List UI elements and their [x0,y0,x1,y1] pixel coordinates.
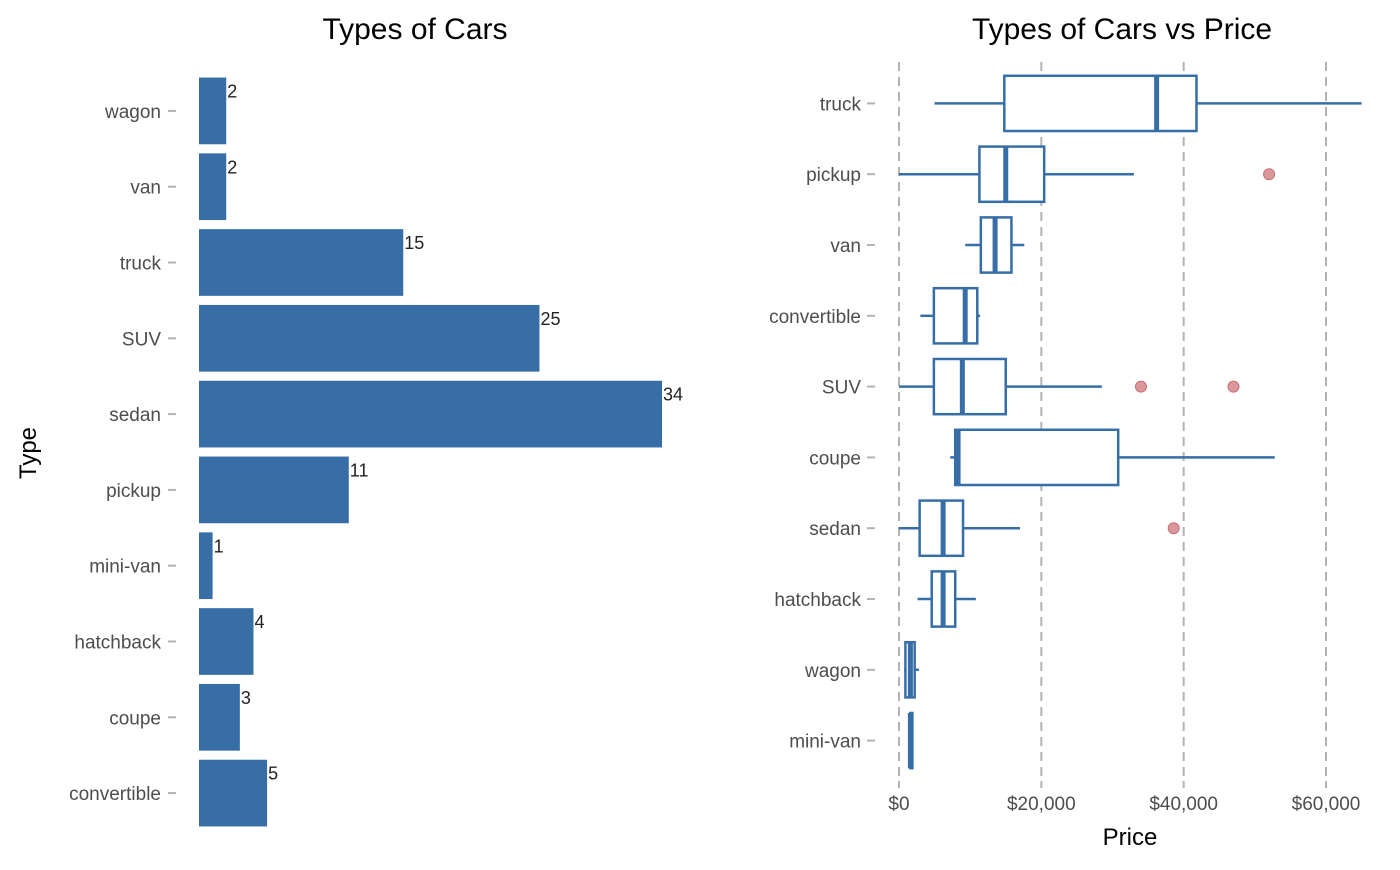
box-iqr-coupe [953,428,1120,487]
bar-chart-bars [199,77,662,827]
bar-y-tick-label-van: van [130,178,161,199]
box-y-tick-label-coupe: coupe [809,448,861,469]
outlier-pickup-0 [1263,168,1276,181]
box-y-tick-label-wagon: wagon [804,661,861,682]
outlier-suv-1 [1227,380,1240,393]
bar-y-tick-label-sedan: sedan [109,405,161,426]
boxplot-panel: Types of Cars vs Price truck pickup van con… [769,13,1362,851]
bar-sedan [199,380,662,448]
bar-coupe [199,683,240,751]
boxplot-y-ticks: truck pickup van convertible SUV coupe sedan ha… [769,94,875,753]
bar-chart-y-axis-title: Type [15,427,42,479]
x-tick-label-1: $20,000 [1007,794,1076,815]
box-pickup [899,145,1276,204]
box-mini-van [907,711,914,770]
bar-y-tick-label-mini-van: mini-van [89,557,161,578]
box-coupe [950,428,1275,487]
outlier-suv-0 [1134,380,1147,393]
bar-suv [199,304,540,372]
bar-data-label-mini-van: 1 [214,536,224,556]
bar-hatchback [199,608,254,675]
box-y-tick-label-truck: truck [820,94,862,115]
box-iqr-truck [1003,74,1198,133]
x-tick-label-3: $60,000 [1292,794,1361,815]
box-sedan [899,499,1180,558]
bar-data-label-van: 2 [227,157,237,177]
bar-y-tick-label-hatchback: hatchback [74,633,161,654]
bar-chart-title: Types of Cars [322,13,507,46]
bar-chart-panel: Types of Cars Type wagon van truck SUV sedan… [15,13,683,827]
x-tick-label-0: $0 [888,794,909,815]
bar-data-label-sedan: 34 [663,385,683,405]
bar-y-tick-label-truck: truck [120,254,162,275]
box-y-tick-label-suv: SUV [822,378,861,399]
box-iqr-pickup [978,145,1046,204]
box-y-tick-label-convertible: convertible [769,307,861,328]
boxplot-title: Types of Cars vs Price [972,13,1272,46]
bar-mini-van [199,532,213,600]
boxplot-x-ticks: $0 $20,000 $40,000 $60,000 [888,781,1360,815]
box-y-tick-label-van: van [830,236,861,257]
bar-truck [199,229,404,296]
bar-van [199,153,227,221]
box-y-tick-label-sedan: sedan [809,519,861,540]
bar-data-label-wagon: 2 [227,82,237,102]
bar-data-label-truck: 15 [404,233,424,253]
boxplot-boxes [899,74,1362,770]
bar-data-label-suv: 25 [540,309,560,329]
box-iqr-convertible [932,286,979,345]
bar-data-label-hatchback: 4 [254,612,264,632]
boxplot-x-axis-title: Price [1103,824,1158,851]
bar-pickup [199,456,349,524]
bar-data-label-convertible: 5 [268,764,278,784]
bar-convertible [199,759,268,827]
outlier-sedan-0 [1167,522,1180,535]
box-y-tick-label-pickup: pickup [806,165,861,186]
bar-chart-y-ticks: wagon van truck SUV sedan pickup mini-van hatch… [69,102,176,805]
box-truck [934,74,1362,133]
box-y-tick-label-mini-van: mini-van [789,732,861,753]
bar-wagon [199,77,227,145]
box-hatchback [917,570,976,628]
bar-y-tick-label-suv: SUV [122,329,161,350]
bar-y-tick-label-coupe: coupe [109,708,161,729]
bar-y-tick-label-convertible: convertible [69,784,161,805]
box-van [965,216,1025,274]
bar-y-tick-label-wagon: wagon [104,102,161,123]
bar-data-label-pickup: 11 [350,461,369,481]
box-convertible [920,286,981,345]
boxplot-gridlines [898,62,1327,780]
box-suv [899,357,1240,416]
bar-y-tick-label-pickup: pickup [106,481,161,502]
box-y-tick-label-hatchback: hatchback [774,590,861,611]
x-tick-label-2: $40,000 [1149,794,1218,815]
box-wagon [903,640,919,699]
bar-data-label-coupe: 3 [241,688,251,708]
box-iqr-suv [932,357,1007,416]
